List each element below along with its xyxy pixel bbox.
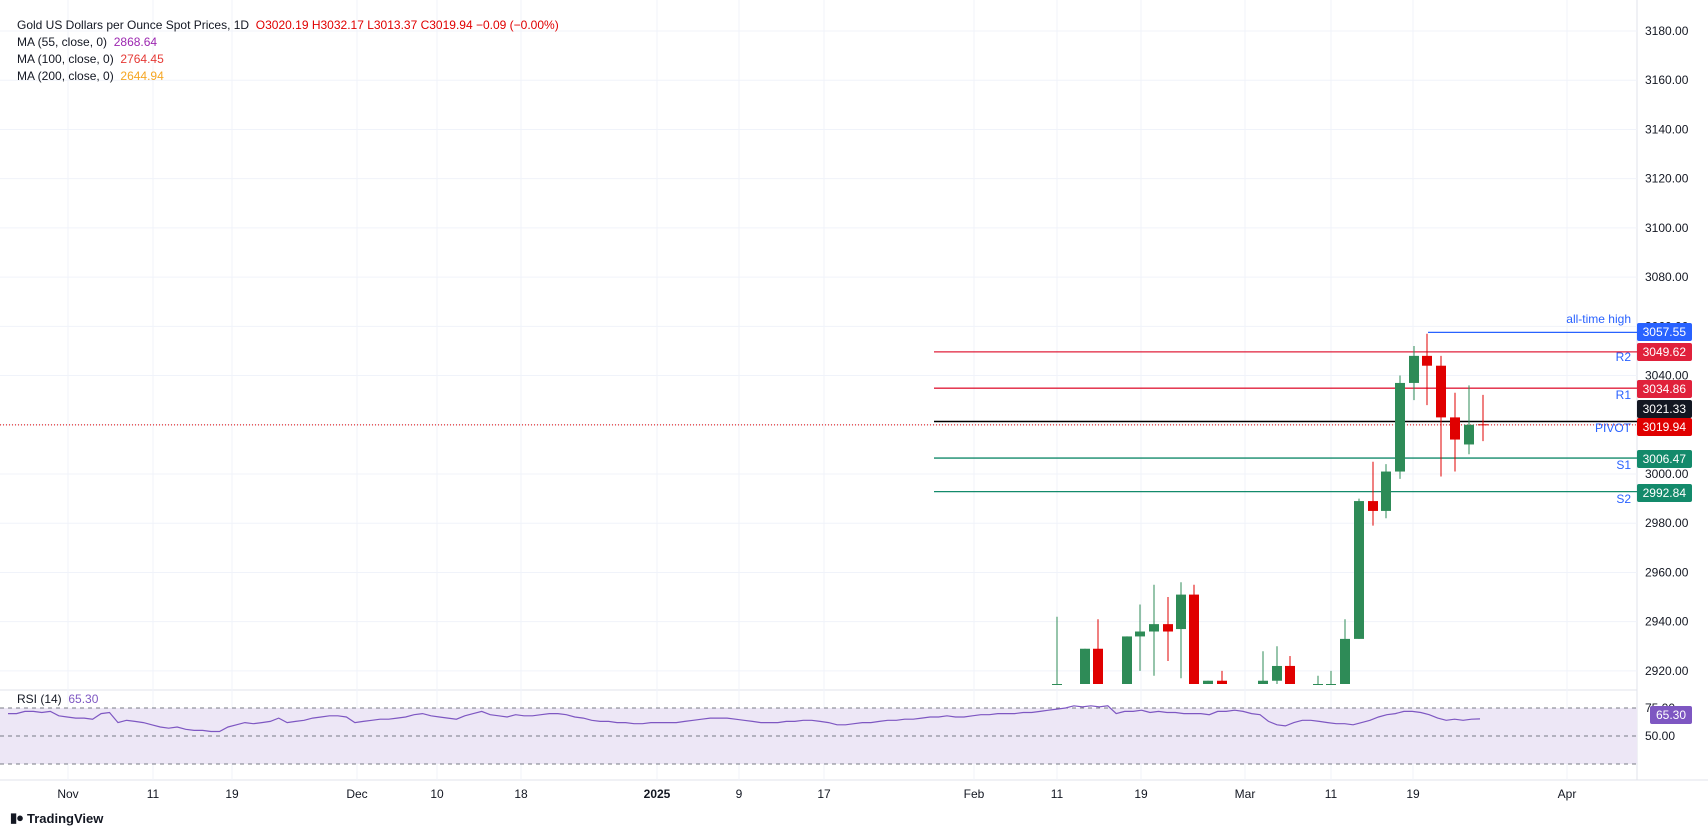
candlesticks: [1052, 333, 1488, 685]
ma55-label: MA (55, close, 0): [17, 35, 108, 49]
candle-body: [1354, 501, 1364, 639]
price-tick-label: 3040.00: [1645, 369, 1689, 383]
symbol-row: Gold US Dollars per Ounce Spot Prices, 1…: [17, 17, 559, 34]
candle-body: [1368, 501, 1378, 511]
candle-body: [1395, 382, 1405, 472]
ma200-row[interactable]: MA (200, close, 0) 2644.94: [17, 68, 559, 85]
candle-body: [1422, 355, 1432, 366]
price-tick-label: 2940.00: [1645, 615, 1689, 629]
pivot-levels: all-time high R2 R1 PIVOT S1 S2: [0, 312, 1637, 506]
level-label-r1: R1: [1616, 388, 1632, 402]
price-tick-label: 2980.00: [1645, 516, 1689, 530]
price-tick-label: 3000.00: [1645, 467, 1689, 481]
ohlc-values: O3020.19 H3032.17 L3013.37 C3019.94 −0.0…: [255, 18, 559, 32]
chart-legend: Gold US Dollars per Ounce Spot Prices, 1…: [17, 17, 559, 85]
rsi-label: RSI (14): [17, 692, 62, 706]
s1-price-tag: 3006.47: [1636, 450, 1692, 468]
time-tick-label: Feb: [964, 787, 985, 801]
level-label-r2: R2: [1616, 350, 1632, 364]
time-tick-label: Dec: [346, 787, 367, 801]
rsi-pane: [0, 705, 1637, 765]
price-tick-label: 3160.00: [1645, 73, 1689, 87]
rsi-value-tag: 65.30: [1649, 706, 1692, 724]
s2-price-tag: 2992.84: [1636, 484, 1692, 502]
candle-body: [1163, 624, 1173, 632]
candle-body: [1176, 594, 1186, 630]
time-tick-label: 19: [1134, 787, 1148, 801]
ma100-value: 2764.45: [120, 52, 164, 66]
time-tick-label: Nov: [57, 787, 78, 801]
brand-name: TradingView: [27, 810, 104, 826]
price-tick-label: 3140.00: [1645, 122, 1689, 136]
price-tick-label: 3120.00: [1645, 172, 1689, 186]
time-tick-label: 2025: [644, 787, 671, 801]
candle-body: [1093, 648, 1103, 684]
candle-body: [1450, 417, 1460, 440]
level-label-pivot: PIVOT: [1595, 421, 1632, 435]
time-tick-label: 19: [225, 787, 239, 801]
ma200-value: 2644.94: [120, 69, 164, 83]
ma100-row[interactable]: MA (100, close, 0) 2764.45: [17, 51, 559, 68]
ma55-row[interactable]: MA (55, close, 0) 2868.64: [17, 34, 559, 51]
ath-price-tag: 3057.55: [1636, 323, 1692, 341]
ma55-value: 2868.64: [113, 35, 158, 49]
ma100-label: MA (100, close, 0): [17, 52, 114, 66]
price-tick-label: 2960.00: [1645, 565, 1689, 579]
candle-body: [1464, 424, 1474, 445]
rsi-tick-label: 50.00: [1645, 729, 1675, 743]
candle-body: [1203, 680, 1213, 684]
candle-body: [1409, 355, 1419, 383]
candle-body: [1189, 594, 1199, 684]
candle-body: [1080, 648, 1090, 684]
tradingview-logo-icon: ▮●: [10, 810, 24, 825]
r1-price-tag: 3034.86: [1636, 380, 1692, 398]
rsi-legend[interactable]: RSI (14) 65.30: [17, 692, 98, 706]
symbol-title[interactable]: Gold US Dollars per Ounce Spot Prices, 1…: [17, 18, 250, 32]
candle-body: [1285, 665, 1295, 684]
time-axis[interactable]: Nov 11 19 Dec 10 18 2025 9 17 Feb 11 19 Mar 11 19 Apr: [57, 787, 1576, 801]
level-label-s1: S1: [1616, 458, 1631, 472]
time-tick-label: Apr: [1558, 787, 1577, 801]
time-tick-label: 18: [514, 787, 528, 801]
pivot-price-tag: 3021.33: [1636, 400, 1692, 418]
candle-body: [1340, 638, 1350, 684]
candle-body: [1436, 365, 1446, 418]
last-price-tag: 3019.94: [1636, 418, 1692, 436]
candle-body: [1326, 684, 1336, 685]
time-tick-label: Mar: [1235, 787, 1256, 801]
candle-body: [1313, 684, 1323, 685]
candle-body: [1122, 636, 1132, 684]
candle-body: [1052, 684, 1062, 685]
time-tick-label: 11: [1051, 787, 1064, 801]
tradingview-logo[interactable]: ▮● TradingView: [10, 810, 103, 826]
time-tick-label: 10: [430, 787, 444, 801]
time-tick-label: 11: [147, 787, 160, 801]
level-label-ath: all-time high: [1566, 312, 1631, 326]
grid-lines: [0, 0, 1708, 781]
price-tick-label: 3080.00: [1645, 270, 1689, 284]
candle-body: [1381, 471, 1391, 511]
rsi-line: [8, 705, 1481, 733]
price-tick-label: 3100.00: [1645, 221, 1689, 235]
price-tick-label: 2920.00: [1645, 664, 1689, 678]
r2-price-tag: 3049.62: [1636, 343, 1692, 361]
price-tick-label: 3180.00: [1645, 24, 1689, 38]
ma200-label: MA (200, close, 0): [17, 69, 114, 83]
time-tick-label: 11: [1325, 787, 1338, 801]
candle-body: [1258, 680, 1268, 684]
candle-body: [1135, 631, 1145, 637]
time-tick-label: 9: [736, 787, 743, 801]
candle-body: [1149, 624, 1159, 632]
time-tick-label: 19: [1406, 787, 1420, 801]
candle-body: [1478, 424, 1488, 426]
level-label-s2: S2: [1616, 492, 1631, 506]
candle-body: [1272, 665, 1282, 681]
candle-body: [1217, 680, 1227, 684]
time-tick-label: 17: [817, 787, 831, 801]
rsi-legend-value: 65.30: [68, 692, 99, 706]
